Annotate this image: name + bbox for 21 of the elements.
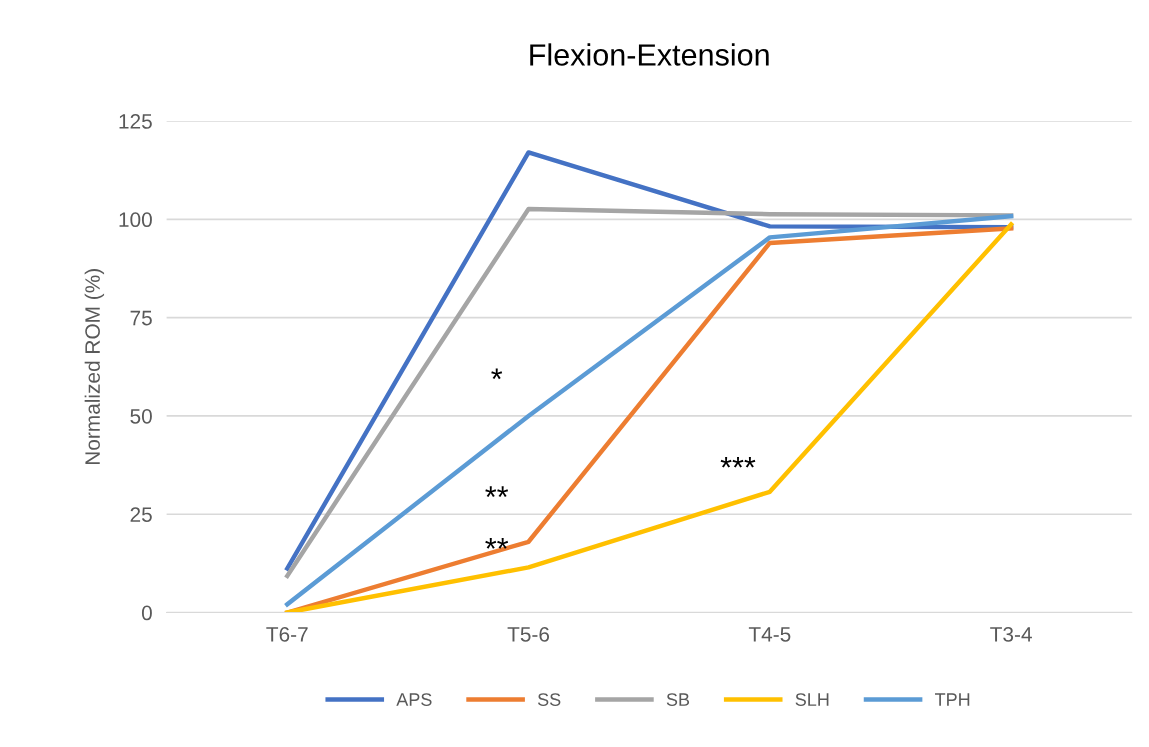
y-tick-label: 50	[130, 408, 152, 424]
x-tick-label: T4-5	[748, 627, 791, 642]
legend-label: TPH	[935, 693, 970, 706]
legend-label: SB	[666, 693, 690, 706]
x-tick-label: T6-7	[266, 626, 308, 642]
chart-title: Flexion-Extension	[530, 43, 769, 66]
annotation: *	[491, 368, 503, 380]
annotation: **	[485, 537, 509, 549]
y-tick-label: 125	[119, 114, 152, 129]
x-tick-label: T5-6	[507, 626, 550, 642]
x-tick-label: T3-4	[990, 626, 1032, 642]
y-axis-title: Normalized ROM (%)	[84, 269, 105, 465]
annotation: ***	[720, 456, 756, 468]
y-tick-label: 0	[141, 605, 152, 621]
legend-label: SS	[537, 693, 561, 706]
annotation: **	[485, 486, 509, 498]
y-tick-label: 25	[130, 507, 152, 522]
legend-label: APS	[396, 693, 432, 706]
y-tick-label: 75	[130, 310, 152, 326]
legend-label: SLH	[795, 693, 829, 706]
y-tick-label: 100	[119, 212, 152, 228]
